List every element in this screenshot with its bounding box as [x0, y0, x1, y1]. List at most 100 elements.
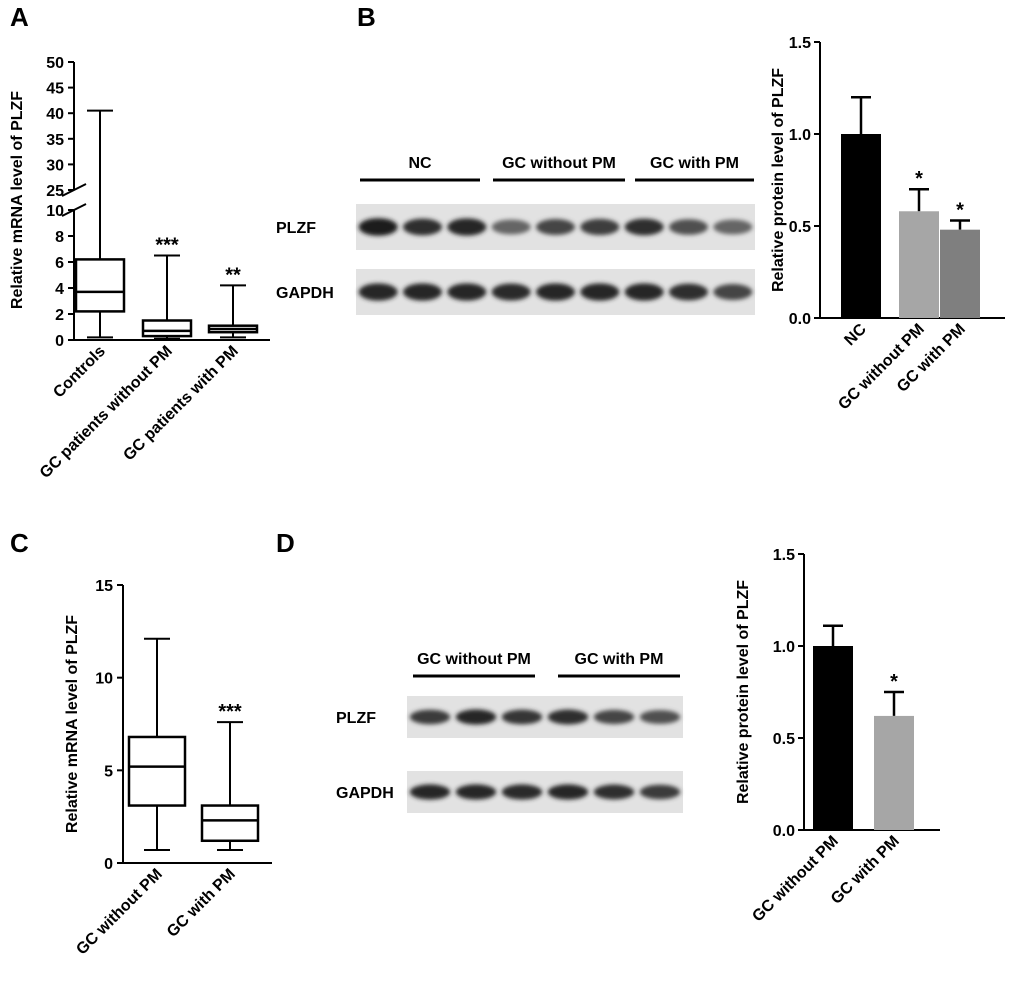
- panel-d-bar: [813, 646, 853, 830]
- panel-b-y-tick-label: 1.0: [789, 127, 811, 144]
- panel-a-chart: Relative mRNA level of PLZF 0 2 4 6 8 10 25 30 3…: [9, 55, 270, 482]
- panel-b-blot-band: [402, 283, 443, 301]
- panel-c-category-label: GC with PM: [164, 866, 239, 941]
- panel-d-blot-band: [409, 709, 451, 725]
- panel-a-y-tick-label: 4: [55, 281, 64, 298]
- panel-a-y-tick-label: 6: [55, 255, 64, 272]
- panel-a-category-label: GC patients with PM: [120, 343, 241, 464]
- panel-c-y-tick-label: 10: [95, 671, 113, 688]
- panel-b-chart: Relative protein level of PLZF 0.0 0.5 1.0…: [770, 35, 1005, 413]
- panel-b-blot-group-label: NC: [408, 155, 432, 172]
- panel-a-y-tick-label: 35: [46, 132, 64, 149]
- panel-b-blot-band: [358, 283, 398, 301]
- panel-a-y-tick-label: 30: [46, 157, 64, 174]
- panel-b-blot-band: [713, 284, 753, 300]
- panel-a-category-label: Controls: [50, 343, 109, 402]
- panel-b-blot-band: [668, 283, 709, 301]
- panel-b-bar: [940, 229, 980, 318]
- panel-d-blot-band: [547, 709, 589, 725]
- panel-a-category-label: GC patients without PM: [37, 343, 176, 482]
- panel-b-significance-mark: *: [956, 199, 964, 221]
- panel-d-y-tick-label: 1.0: [773, 639, 795, 656]
- panel-b-blot-band: [580, 218, 620, 236]
- panel-d-blot-group-label: GC with PM: [575, 651, 664, 668]
- panel-b-bar: [899, 211, 939, 318]
- panel-d-blot-band: [455, 784, 497, 800]
- panel-a-box: [141, 319, 193, 338]
- panel-c-y-tick-label: 15: [95, 578, 113, 595]
- panel-d-category-label: GC without PM: [749, 833, 841, 925]
- panel-a-y-tick-label: 8: [55, 229, 64, 246]
- panel-d-blot-band: [409, 784, 451, 800]
- panel-d-bar: [874, 715, 914, 830]
- panel-d-blot-row-label: PLZF: [336, 710, 376, 727]
- panel-c-box: [127, 735, 187, 807]
- panel-d-blot-membrane: [407, 771, 683, 813]
- panel-d-blot-band: [547, 784, 589, 800]
- panel-b-y-label: Relative protein level of PLZF: [770, 68, 787, 292]
- panel-d-blot-band: [593, 709, 635, 725]
- panel-c-y-label: Relative mRNA level of PLZF: [64, 615, 81, 833]
- panel-b-blot-band: [713, 219, 753, 235]
- panel-b-blot-band: [668, 219, 709, 235]
- panel-c-chart: Relative mRNA level of PLZF 0 5 10 15 *** G…: [64, 578, 272, 958]
- panel-a-y-tick-label: 40: [46, 106, 64, 123]
- panel-b-blot-group-label: GC without PM: [502, 155, 616, 172]
- panel-d-blot-group-label: GC without PM: [417, 651, 531, 668]
- panel-d-blot-membrane: [407, 696, 683, 738]
- panel-d-y-tick-label: 1.5: [773, 547, 795, 564]
- panel-a-box: [74, 258, 126, 313]
- panel-a-y-tick-label: 0: [55, 333, 64, 350]
- panel-d-chart: Relative protein level of PLZF 0.0 0.5 1.0…: [735, 547, 940, 925]
- panel-b-blot-band: [402, 218, 443, 236]
- panel-b-bar: [841, 134, 881, 318]
- panel-c-significance-mark: ***: [218, 701, 242, 723]
- panel-a-y-tick-label: 10: [46, 203, 64, 220]
- panel-d-blot-row-label: GAPDH: [336, 785, 394, 802]
- panel-c-y-tick-label: 5: [104, 763, 113, 780]
- panel-b-category-label: NC: [841, 320, 870, 349]
- panel-b-significance-mark: *: [915, 168, 923, 190]
- panel-d-blot-band: [639, 710, 681, 724]
- panel-b-blot-band: [358, 218, 398, 236]
- panel-label-c: C: [10, 528, 29, 558]
- panel-b-blot-band: [535, 219, 576, 235]
- panel-d-blot-band: [593, 784, 635, 800]
- panel-b-blot-band: [447, 218, 487, 236]
- panel-b-blot-row-label: PLZF: [276, 220, 316, 237]
- panel-a-y-tick-label: 45: [46, 81, 64, 98]
- panel-d-blot-band: [501, 709, 543, 725]
- panel-b-blot-row-label: GAPDH: [276, 285, 334, 302]
- panel-b-blot-band: [624, 218, 664, 236]
- panel-a-y-tick-label: 50: [46, 55, 64, 72]
- panel-label-d: D: [276, 528, 295, 558]
- panel-a-y-tick-label: 2: [55, 307, 64, 324]
- panel-b-blot-band: [491, 283, 531, 301]
- panel-d-blot-band: [639, 784, 681, 800]
- panel-b-y-tick-label: 0.5: [789, 219, 811, 236]
- panel-d-y-tick-label: 0.5: [773, 731, 795, 748]
- panel-b-blot-band: [491, 219, 531, 235]
- panel-b-blot-band: [447, 283, 487, 301]
- panel-b-y-tick-label: 0.0: [789, 311, 811, 328]
- panel-d-western-blot: GC without PM GC with PM PLZF GAPDH: [336, 651, 683, 813]
- panel-d-significance-mark: *: [890, 671, 898, 693]
- panel-b-y-tick-label: 1.5: [789, 35, 811, 52]
- panel-d-blot-band: [455, 709, 497, 725]
- panel-label-a: A: [10, 2, 29, 32]
- panel-label-b: B: [357, 2, 376, 32]
- panel-b-blot-band: [624, 283, 664, 301]
- panel-a-significance-mark: ***: [155, 235, 179, 257]
- panel-c-y-tick-label: 0: [104, 856, 113, 873]
- panel-c-category-label: GC without PM: [73, 866, 165, 958]
- panel-d-y-tick-label: 0.0: [773, 823, 795, 840]
- panel-b-blot-group-label: GC with PM: [650, 155, 739, 172]
- panel-d-blot-band: [501, 784, 543, 800]
- panel-a-y-label: Relative mRNA level of PLZF: [9, 91, 26, 309]
- panel-d-y-label: Relative protein level of PLZF: [735, 580, 752, 804]
- panel-a-y-tick-label: 25: [46, 183, 64, 200]
- panel-c-box: [200, 804, 260, 843]
- panel-b-western-blot: NC GC without PM GC with PM PLZF GAPDH: [276, 155, 755, 315]
- panel-b-blot-band: [535, 283, 576, 301]
